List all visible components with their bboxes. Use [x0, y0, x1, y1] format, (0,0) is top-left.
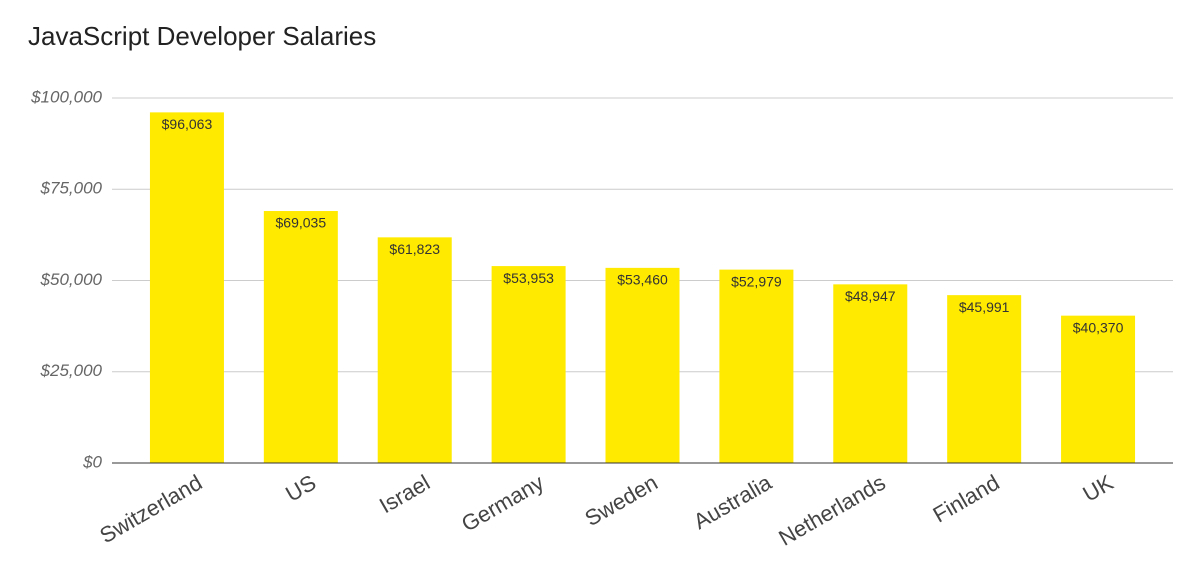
- bar: [947, 295, 1022, 463]
- x-tick-label: Finland: [929, 470, 1004, 528]
- bar: [833, 284, 908, 463]
- x-tick-label: Germany: [457, 470, 548, 537]
- bar: [377, 237, 452, 463]
- x-tick-label: Netherlands: [774, 470, 889, 551]
- chart-title: JavaScript Developer Salaries: [28, 21, 376, 51]
- x-tick-label: UK: [1078, 470, 1117, 507]
- value-label: $69,035: [276, 215, 327, 231]
- bar: [719, 269, 794, 463]
- bar: [263, 211, 338, 463]
- y-tick-label: $100,000: [30, 87, 102, 106]
- bar: [605, 267, 680, 463]
- x-tick-label: Israel: [375, 470, 434, 519]
- value-label: $53,460: [617, 272, 668, 288]
- value-label: $61,823: [389, 241, 440, 257]
- bar: [149, 112, 224, 463]
- y-tick-label: $0: [82, 452, 102, 471]
- value-label: $40,370: [1073, 319, 1124, 335]
- y-tick-label: $75,000: [40, 179, 103, 198]
- value-label: $52,979: [731, 273, 782, 289]
- y-tick-label: $25,000: [40, 361, 103, 380]
- x-tick-label: Switzerland: [95, 470, 206, 549]
- x-tick-label: Australia: [689, 469, 776, 534]
- value-label: $48,947: [845, 288, 896, 304]
- value-label: $96,063: [162, 116, 213, 132]
- bar: [491, 266, 566, 463]
- value-label: $53,953: [503, 270, 554, 286]
- x-tick-label: US: [281, 470, 320, 507]
- x-tick-label: Sweden: [581, 470, 662, 531]
- bar: [1061, 315, 1136, 463]
- y-tick-label: $50,000: [40, 270, 103, 289]
- value-label: $45,991: [959, 299, 1010, 315]
